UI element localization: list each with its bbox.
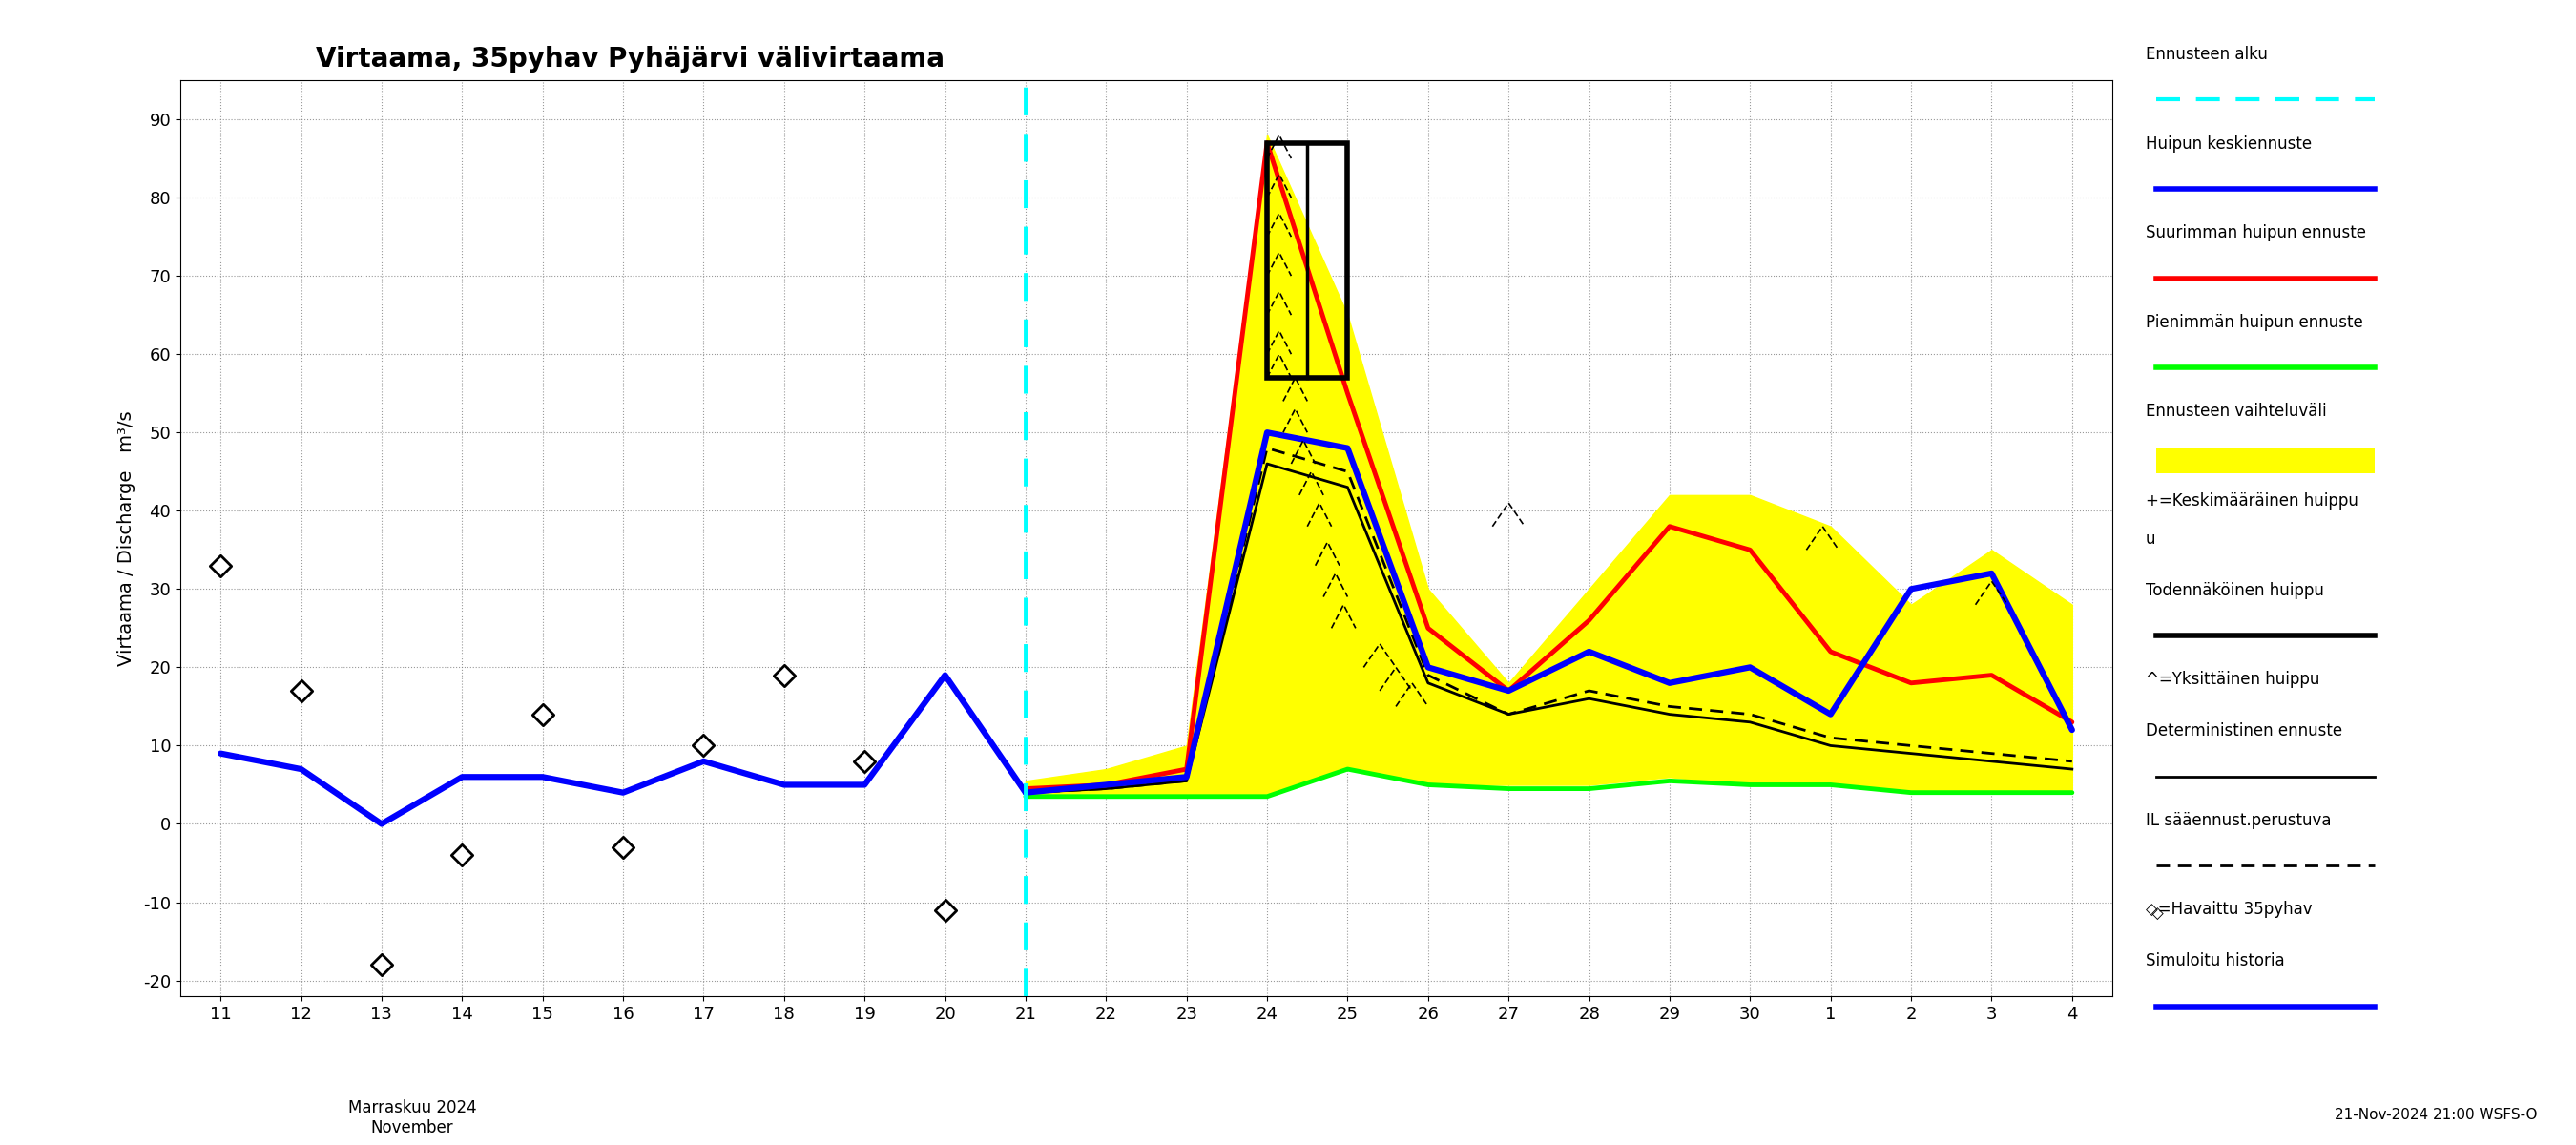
Point xyxy=(523,705,564,724)
Text: Deterministinen ennuste: Deterministinen ennuste xyxy=(2146,722,2342,740)
Point xyxy=(925,901,966,919)
Point xyxy=(762,666,804,685)
Text: Marraskuu 2024
November: Marraskuu 2024 November xyxy=(348,1099,477,1136)
Text: u: u xyxy=(2146,530,2156,547)
Point xyxy=(440,846,482,864)
Point xyxy=(281,681,322,700)
Text: ◇=Havaittu 35pyhav: ◇=Havaittu 35pyhav xyxy=(2146,901,2313,918)
Text: Suurimman huipun ennuste: Suurimman huipun ennuste xyxy=(2146,224,2367,242)
Point xyxy=(683,736,724,755)
Text: Virtaama, 35pyhav Pyhäjärvi välivirtaama: Virtaama, 35pyhav Pyhäjärvi välivirtaama xyxy=(314,46,945,72)
Text: +=Keskimääräinen huippu: +=Keskimääräinen huippu xyxy=(2146,492,2360,510)
Point xyxy=(201,556,242,575)
Text: Ennusteen alku: Ennusteen alku xyxy=(2146,46,2267,63)
Point xyxy=(845,752,886,771)
Text: ◇: ◇ xyxy=(2151,906,2164,923)
Point xyxy=(361,956,402,974)
Text: 21-Nov-2024 21:00 WSFS-O: 21-Nov-2024 21:00 WSFS-O xyxy=(2334,1108,2537,1122)
Text: Ennusteen vaihteluväli: Ennusteen vaihteluväli xyxy=(2146,403,2326,420)
Text: Todennäköinen huippu: Todennäköinen huippu xyxy=(2146,582,2324,599)
Text: ^=Yksittäinen huippu: ^=Yksittäinen huippu xyxy=(2146,671,2321,688)
Text: IL sääennust.perustuva: IL sääennust.perustuva xyxy=(2146,812,2331,829)
Point xyxy=(603,838,644,856)
Text: Simuloitu historia: Simuloitu historia xyxy=(2146,953,2285,970)
Y-axis label: Virtaama / Discharge   m³/s: Virtaama / Discharge m³/s xyxy=(116,410,134,666)
Text: Pienimmän huipun ennuste: Pienimmän huipun ennuste xyxy=(2146,314,2362,331)
Text: Huipun keskiennuste: Huipun keskiennuste xyxy=(2146,135,2311,152)
Bar xyxy=(1267,143,1347,378)
